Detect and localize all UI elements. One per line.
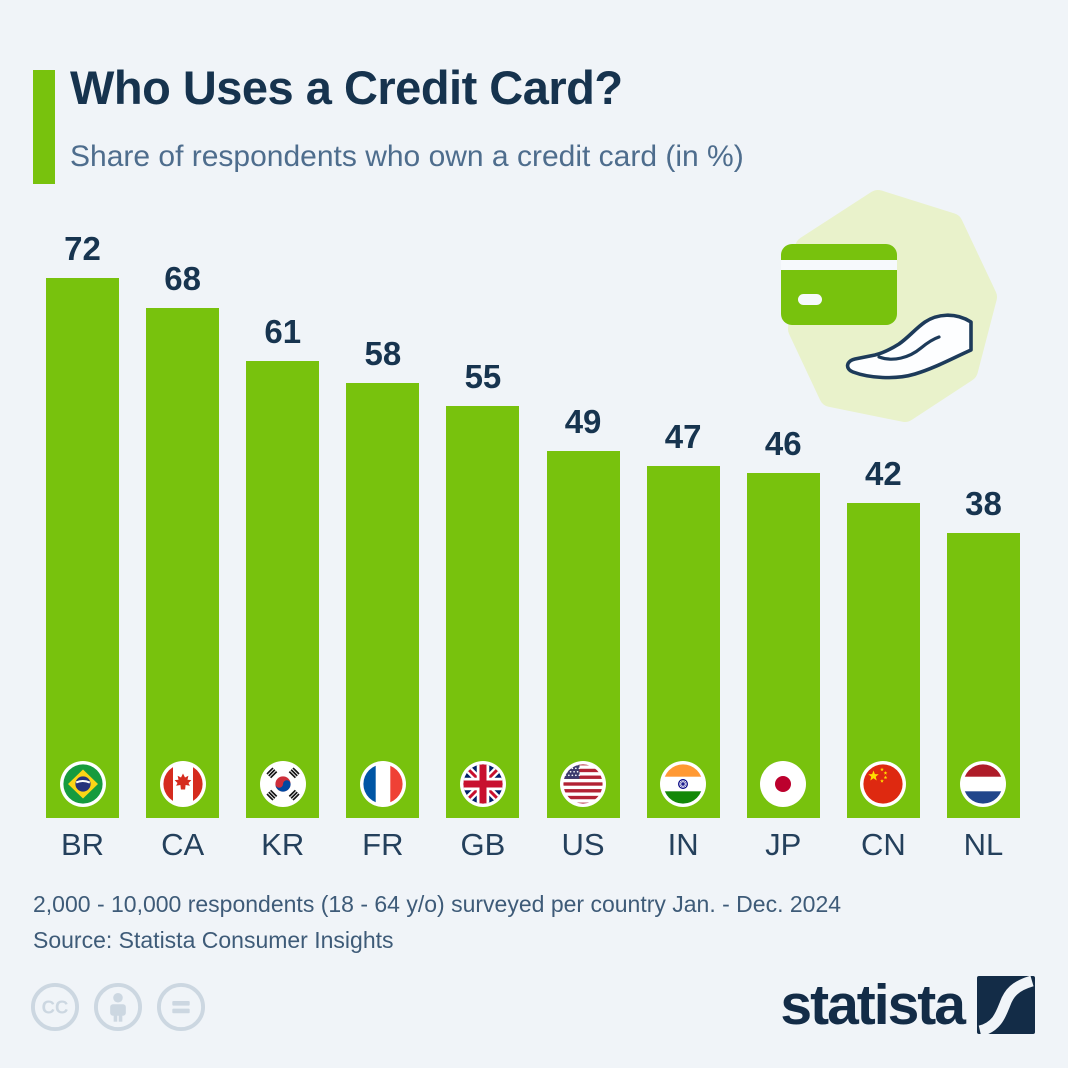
- bar-KR: [246, 360, 320, 818]
- flag-fr-icon: [359, 761, 406, 807]
- bar-column-KR: 61 KR: [246, 240, 320, 862]
- flag-badge-BR: [59, 761, 106, 807]
- flag-nl-icon: [960, 761, 1007, 807]
- statista-logo: statista: [780, 976, 1035, 1034]
- country-label-NL: NL: [963, 827, 1004, 862]
- bar-chart: 72 BR 68 CA 61 KR 58 FR 55 GB 49 US 47: [46, 230, 1020, 862]
- value-label-IN: 47: [664, 417, 702, 455]
- footnote: 2,000 - 10,000 respondents (18 - 64 y/o)…: [33, 886, 841, 958]
- flag-jp-icon: [760, 761, 807, 807]
- flag-badge-FR: [359, 761, 406, 807]
- title-accent-bar: [33, 70, 55, 184]
- credit-card-illustration: [781, 190, 997, 422]
- country-label-GB: GB: [460, 827, 506, 862]
- value-label-NL: 38: [965, 485, 1002, 522]
- bar-column-GB: 55 GB: [446, 240, 520, 862]
- bar-FR: [346, 383, 420, 818]
- country-label-CA: CA: [161, 827, 205, 862]
- flag-badge-CA: [159, 761, 206, 807]
- value-label-BR: 72: [64, 230, 101, 267]
- bar-NL: [946, 533, 1020, 818]
- bar-column-US: 49 US: [546, 240, 620, 862]
- flag-cn-icon: [860, 761, 907, 807]
- flag-kr-icon: [259, 761, 306, 807]
- flag-br-icon: [59, 761, 106, 807]
- bar-column-IN: 47 IN: [646, 240, 720, 862]
- bar-column-CN: 42 CN: [846, 240, 920, 862]
- cc-by-icon: [93, 982, 143, 1037]
- statista-wordmark: statista: [780, 973, 966, 1037]
- footnote-source: Source: Statista Consumer Insights: [33, 927, 394, 953]
- page-subtitle: Share of respondents who own a credit ca…: [70, 140, 744, 173]
- country-label-CN: CN: [860, 827, 906, 862]
- value-label-JP: 46: [764, 425, 802, 462]
- value-label-GB: 55: [464, 357, 502, 395]
- bar-GB: [446, 405, 520, 818]
- bar-column-JP: 46 JP: [746, 240, 820, 862]
- bar-column-CA: 68 CA: [146, 240, 220, 862]
- bar-column-FR: 58 FR: [346, 240, 420, 862]
- flag-badge-US: [560, 761, 607, 807]
- flag-in-icon: [660, 761, 707, 807]
- flag-us-icon: [560, 761, 607, 807]
- country-label-IN: IN: [667, 827, 699, 862]
- bar-column-BR: 72 BR: [46, 230, 119, 862]
- value-label-CN: 42: [865, 455, 902, 492]
- value-label-FR: 58: [364, 335, 402, 372]
- flag-ca-icon: [159, 761, 206, 807]
- country-label-US: US: [561, 827, 605, 862]
- value-label-KR: 61: [264, 312, 302, 350]
- value-label-US: 49: [564, 402, 602, 440]
- license-icons: CC: [30, 982, 206, 1037]
- bar-JP: [746, 473, 820, 818]
- country-label-JP: JP: [765, 827, 802, 862]
- bar-US: [546, 450, 620, 818]
- flag-gb-icon: [459, 761, 506, 807]
- flag-badge-KR: [259, 761, 306, 807]
- svg-text:CC: CC: [42, 997, 69, 1018]
- bar-CN: [846, 503, 920, 818]
- flag-badge-NL: [960, 761, 1007, 807]
- flag-badge-CN: [860, 761, 907, 807]
- bar-column-NL: 38 NL: [946, 240, 1020, 862]
- country-label-KR: KR: [261, 827, 305, 862]
- flag-badge-IN: [660, 761, 707, 807]
- cc-cc-icon: CC: [30, 982, 80, 1037]
- country-label-FR: FR: [362, 827, 404, 862]
- footnote-survey-info: 2,000 - 10,000 respondents (18 - 64 y/o)…: [33, 891, 842, 917]
- hand-icon: [845, 313, 973, 380]
- country-label-BR: BR: [60, 827, 105, 862]
- bar-CA: [146, 308, 220, 818]
- flag-badge-JP: [760, 761, 807, 807]
- page-title: Who Uses a Credit Card?: [70, 61, 623, 114]
- bar-IN: [646, 465, 720, 818]
- flag-badge-GB: [459, 761, 506, 807]
- statista-logo-mark-icon: [977, 976, 1035, 1034]
- value-label-CA: 68: [164, 260, 201, 297]
- credit-card-icon: [781, 244, 897, 325]
- cc-nd-icon: [156, 982, 206, 1037]
- bar-BR: [46, 278, 119, 818]
